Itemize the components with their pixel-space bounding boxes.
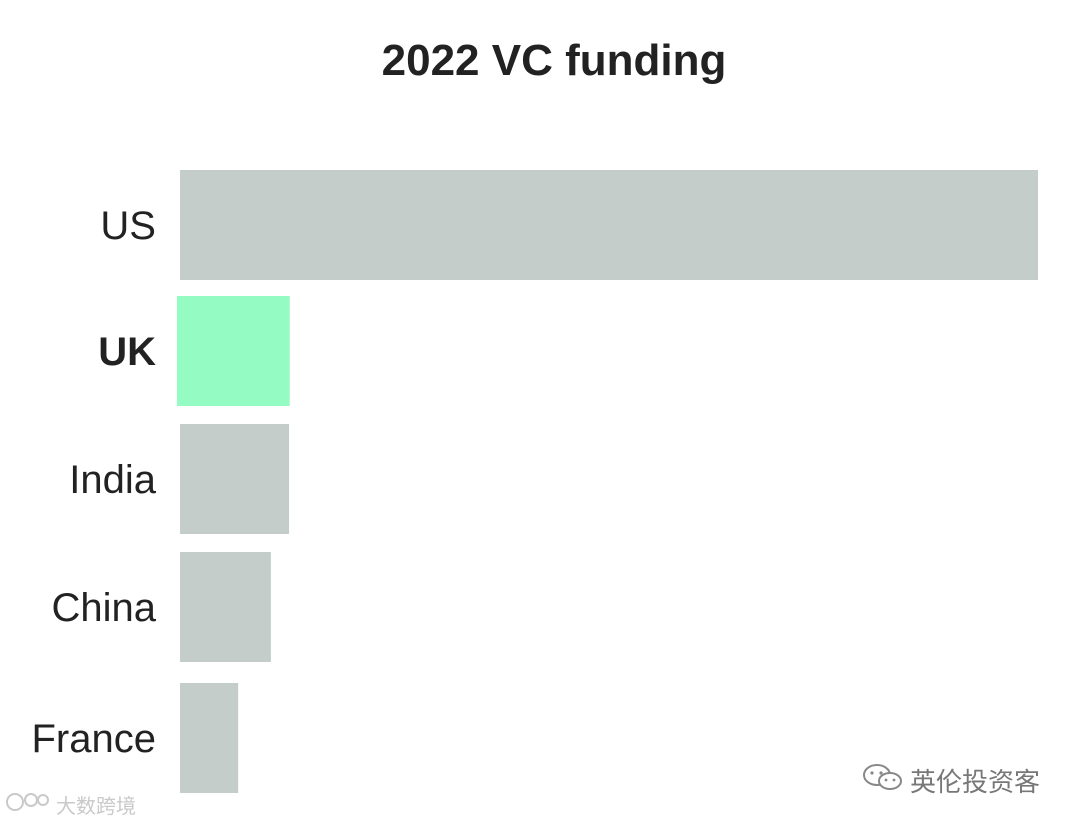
category-label-france: France <box>32 717 157 761</box>
watermark-right-text: 英伦投资客 <box>910 767 1041 797</box>
category-label-china: China <box>51 586 156 630</box>
bar-india <box>180 424 290 534</box>
bar-us <box>180 170 1038 280</box>
category-label-uk: UK <box>98 330 156 374</box>
bar-china <box>180 552 271 662</box>
chart-title: 2022 VC funding <box>381 36 727 85</box>
category-label-us: US <box>100 204 156 248</box>
category-label-india: India <box>69 458 156 502</box>
wechat-icon <box>862 762 904 799</box>
bar-uk <box>177 296 290 406</box>
bar-france <box>180 683 239 793</box>
watermark-right: 英伦投资客 <box>862 762 1040 799</box>
watermark-left-text: 大数跨境 <box>56 796 136 818</box>
logo-icon <box>6 791 50 819</box>
watermark-left: 大数跨境 <box>6 790 136 819</box>
